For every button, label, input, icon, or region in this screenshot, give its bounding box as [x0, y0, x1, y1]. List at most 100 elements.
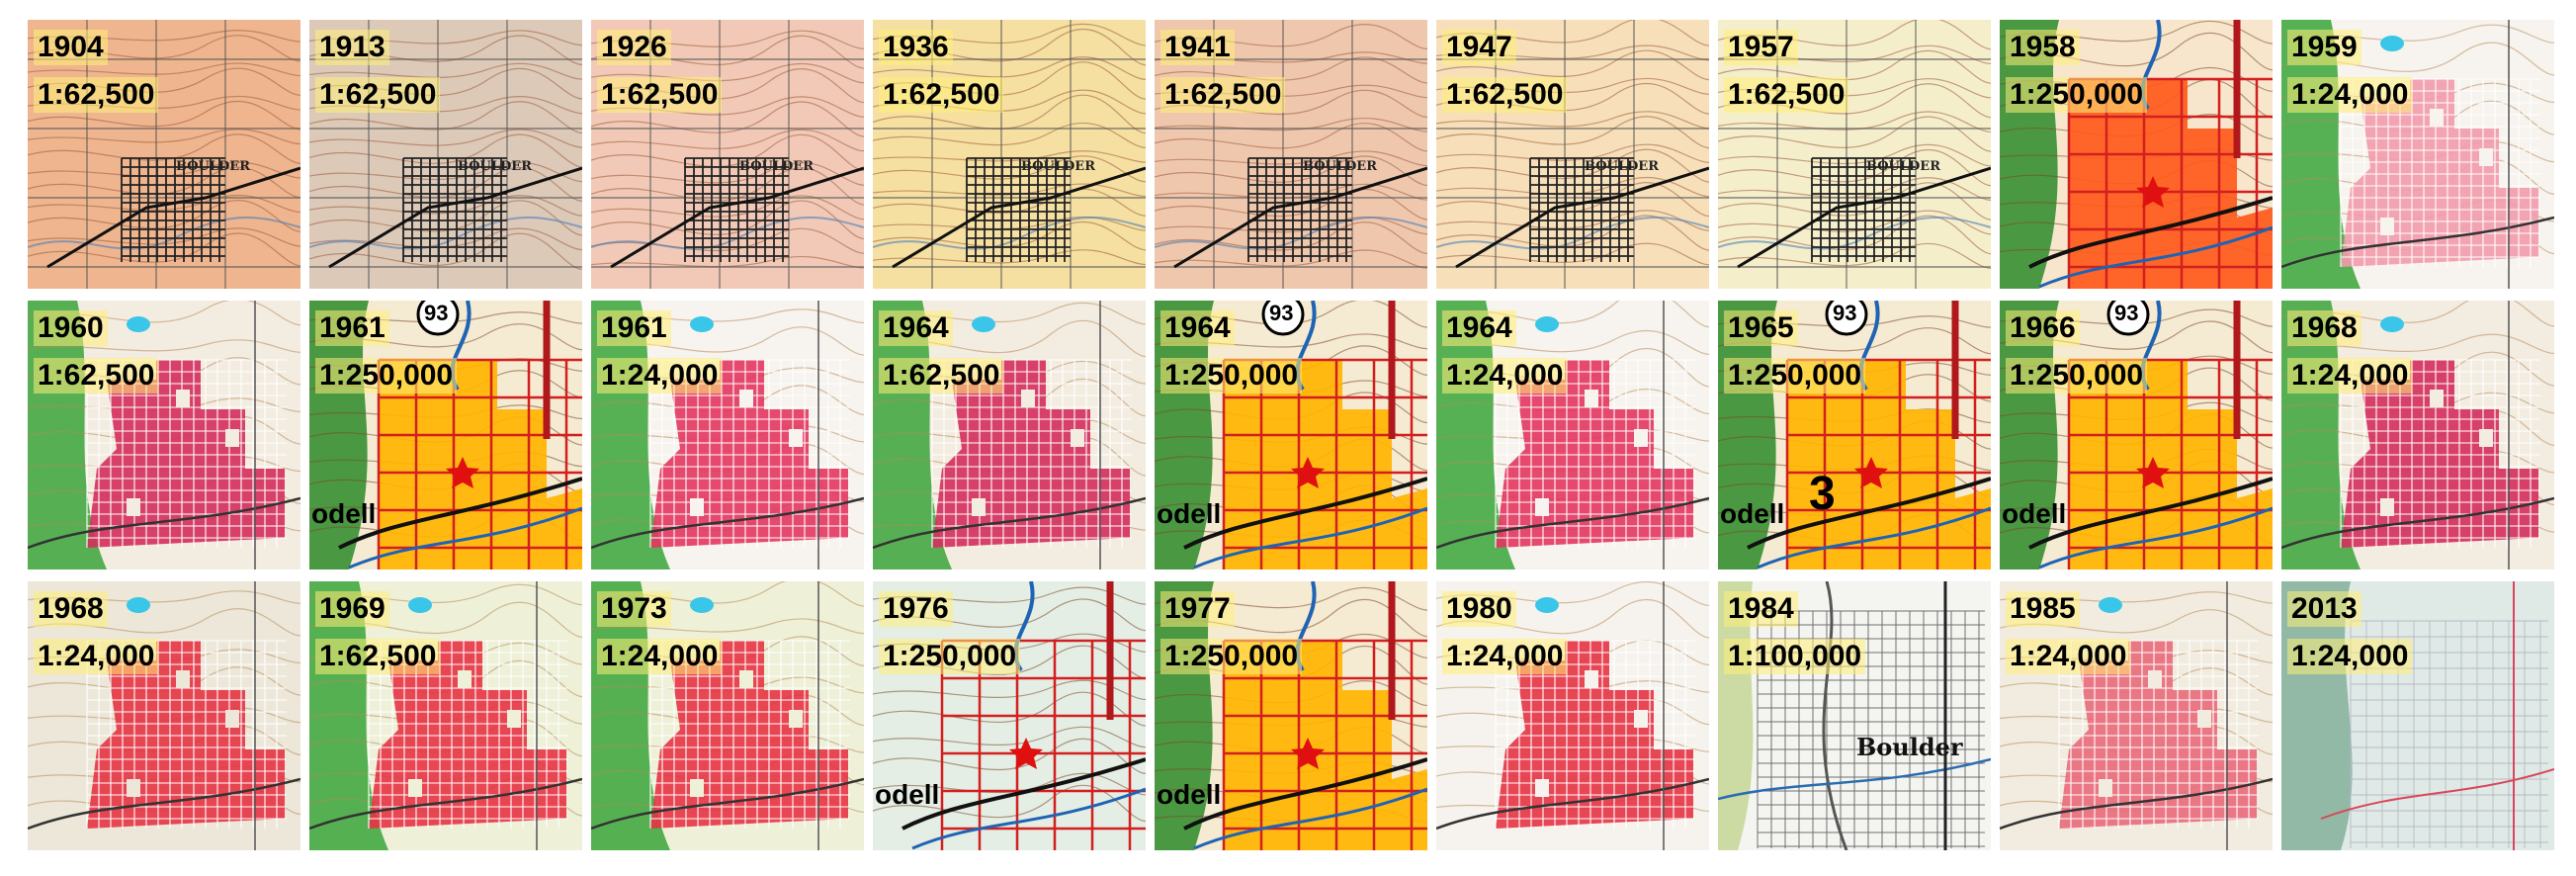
map-tile-1913: BOULDER 1913 1:62,500 — [309, 20, 582, 289]
map-tile-1973: 1973 1:24,000 — [591, 581, 864, 850]
map-scale-label: 1:100,000 — [1724, 639, 1866, 674]
svg-text:BOULDER: BOULDER — [1866, 159, 1940, 174]
map-year-label: 1968 — [34, 591, 108, 627]
route-shield-label: 93 — [1269, 301, 1294, 325]
map-year-label: 1959 — [2287, 30, 2361, 65]
map-scale-label: 1:62,500 — [315, 77, 441, 113]
map-scale-label: 1:250,000 — [315, 358, 458, 394]
place-fragment-label: odell — [875, 779, 940, 810]
map-scale-label: 1:24,000 — [2287, 639, 2413, 674]
map-tile-1926: BOULDER 1926 1:62,500 — [591, 20, 864, 289]
map-tile-1960: 1960 1:62,500 — [28, 301, 301, 569]
svg-text:BOULDER: BOULDER — [176, 159, 250, 174]
map-year-label: 1941 — [1160, 30, 1235, 65]
map-tile-1969: 1969 1:62,500 — [309, 581, 582, 850]
map-tile-1947: BOULDER 1947 1:62,500 — [1436, 20, 1709, 289]
map-scale-label: 1:62,500 — [879, 358, 1004, 394]
map-scale-label: 1:62,500 — [597, 77, 723, 113]
map-scale-label: 1:62,500 — [34, 358, 159, 394]
map-tile-1968: 1968 1:24,000 — [28, 581, 301, 850]
map-year-label: 1904 — [34, 30, 108, 65]
map-scale-label: 1:24,000 — [597, 639, 723, 674]
svg-text:Boulder: Boulder — [1856, 733, 1963, 761]
map-tile-1957: BOULDER 1957 1:62,500 — [1718, 20, 1991, 289]
map-year-label: 1984 — [1724, 591, 1798, 627]
svg-text:BOULDER: BOULDER — [1303, 159, 1377, 174]
map-tile-1977: odell 1977 1:250,000 — [1155, 581, 1427, 850]
map-scale-label: 1:24,000 — [2006, 639, 2131, 674]
map-number-label: 3 — [1809, 468, 1836, 520]
map-year-label: 1964 — [1160, 310, 1235, 346]
map-year-label: 1960 — [34, 310, 108, 346]
map-tile-1980: 1980 1:24,000 — [1436, 581, 1709, 850]
map-scale-label: 1:250,000 — [1160, 639, 1303, 674]
map-year-label: 1965 — [1724, 310, 1798, 346]
map-tile-1958: 1958 1:250,000 — [2000, 20, 2273, 289]
map-image — [1718, 301, 1991, 569]
place-fragment-label: odell — [1720, 498, 1785, 529]
map-scale-label: 1:250,000 — [1160, 358, 1303, 394]
map-scale-label: 1:62,500 — [315, 639, 441, 674]
map-year-label: 1964 — [879, 310, 953, 346]
map-year-label: 1976 — [879, 591, 953, 627]
map-image — [2000, 581, 2273, 850]
map-year-label: 1980 — [1442, 591, 1516, 627]
svg-text:BOULDER: BOULDER — [1585, 159, 1659, 174]
map-year-label: 1961 — [597, 310, 671, 346]
map-scale-label: 1:62,500 — [1724, 77, 1849, 113]
map-year-label: 1936 — [879, 30, 953, 65]
map-tile-1964: 1964 1:62,500 — [873, 301, 1146, 569]
svg-text:BOULDER: BOULDER — [1021, 159, 1095, 174]
svg-text:BOULDER: BOULDER — [458, 159, 532, 174]
map-scale-label: 1:62,500 — [879, 77, 1004, 113]
map-image — [1155, 581, 1427, 850]
map-scale-label: 1:24,000 — [1442, 639, 1568, 674]
map-scale-label: 1:24,000 — [1442, 358, 1568, 394]
map-year-label: 1961 — [315, 310, 389, 346]
map-scale-label: 1:24,000 — [597, 358, 723, 394]
map-tile-1966: 93 odell 1966 1:250,000 — [2000, 301, 2273, 569]
map-scale-label: 1:250,000 — [879, 639, 1021, 674]
map-year-label: 1913 — [315, 30, 389, 65]
map-year-label: 1966 — [2006, 310, 2080, 346]
map-year-label: 1968 — [2287, 310, 2361, 346]
map-tile-1968: 1968 1:24,000 — [2281, 301, 2554, 569]
map-tile-1976: odell 1976 1:250,000 — [873, 581, 1146, 850]
map-year-label: 1958 — [2006, 30, 2080, 65]
map-scale-label: 1:250,000 — [2006, 77, 2148, 113]
map-tile-1985: 1985 1:24,000 — [2000, 581, 2273, 850]
place-fragment-label: odell — [1157, 779, 1222, 810]
map-scale-label: 1:24,000 — [2287, 77, 2413, 113]
map-scale-label: 1:24,000 — [2287, 358, 2413, 394]
map-tile-1964: 93 odell 1964 1:250,000 — [1155, 301, 1427, 569]
map-image: BOULDER — [28, 20, 301, 289]
map-tile-1941: BOULDER 1941 1:62,500 — [1155, 20, 1427, 289]
map-scale-label: 1:250,000 — [2006, 358, 2148, 394]
map-year-label: 2013 — [2287, 591, 2361, 627]
route-shield-label: 93 — [424, 301, 449, 325]
place-fragment-label: odell — [311, 498, 377, 529]
svg-text:BOULDER: BOULDER — [739, 159, 814, 174]
map-tile-1961: 93 odell 1961 1:250,000 — [309, 301, 582, 569]
map-year-label: 1964 — [1442, 310, 1516, 346]
map-year-label: 1926 — [597, 30, 671, 65]
map-scale-label: 1:62,500 — [1160, 77, 1286, 113]
map-year-label: 1977 — [1160, 591, 1235, 627]
map-year-label: 1973 — [597, 591, 671, 627]
map-year-label: 1957 — [1724, 30, 1798, 65]
map-scale-label: 1:250,000 — [1724, 358, 1866, 394]
map-tile-1959: 1959 1:24,000 — [2281, 20, 2554, 289]
map-scale-label: 1:24,000 — [34, 639, 159, 674]
map-year-label: 1947 — [1442, 30, 1516, 65]
map-year-label: 1969 — [315, 591, 389, 627]
map-image — [2000, 20, 2273, 289]
map-scale-label: 1:62,500 — [1442, 77, 1568, 113]
map-year-label: 1985 — [2006, 591, 2080, 627]
map-tile-1961: 1961 1:24,000 — [591, 301, 864, 569]
map-image — [2281, 20, 2554, 289]
map-scale-label: 1:62,500 — [34, 77, 159, 113]
map-tile-2013: 2013 1:24,000 — [2281, 581, 2554, 850]
map-tile-1965: 93 odell 3 1965 1:250,000 — [1718, 301, 1991, 569]
map-tile-1904: BOULDER 1904 1:62,500 — [28, 20, 301, 289]
map-tile-1964: 1964 1:24,000 — [1436, 301, 1709, 569]
